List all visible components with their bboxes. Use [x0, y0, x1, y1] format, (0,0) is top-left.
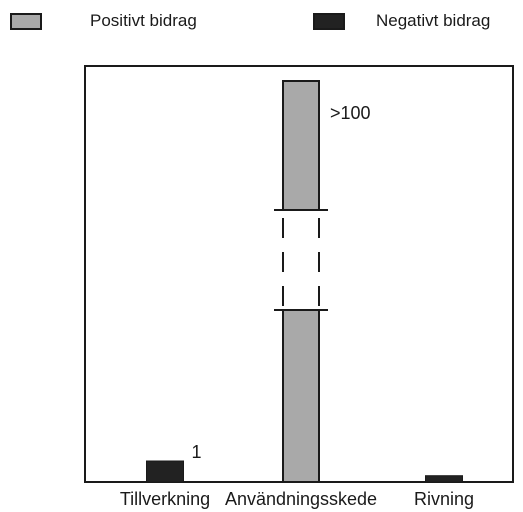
- data-label-tillverkning: 1: [192, 442, 202, 462]
- legend-label-positive: Positivt bidrag: [90, 11, 197, 30]
- bar-användningsskede-upper: [282, 80, 320, 211]
- tick-label-rivning: Rivning: [414, 489, 474, 509]
- bar-tillverkning: [146, 460, 184, 483]
- data-label-användningsskede: >100: [330, 103, 371, 123]
- tick-label-tillverkning: Tillverkning: [120, 489, 210, 509]
- legend-swatch-negative: [313, 13, 345, 30]
- legend-label-negative: Negativt bidrag: [376, 11, 491, 30]
- bar-användningsskede-lower: [282, 309, 320, 483]
- tick-label-användningsskede: Användningsskede: [225, 489, 377, 509]
- bar-rivning: [425, 475, 463, 483]
- legend-swatch-positive: [10, 13, 42, 30]
